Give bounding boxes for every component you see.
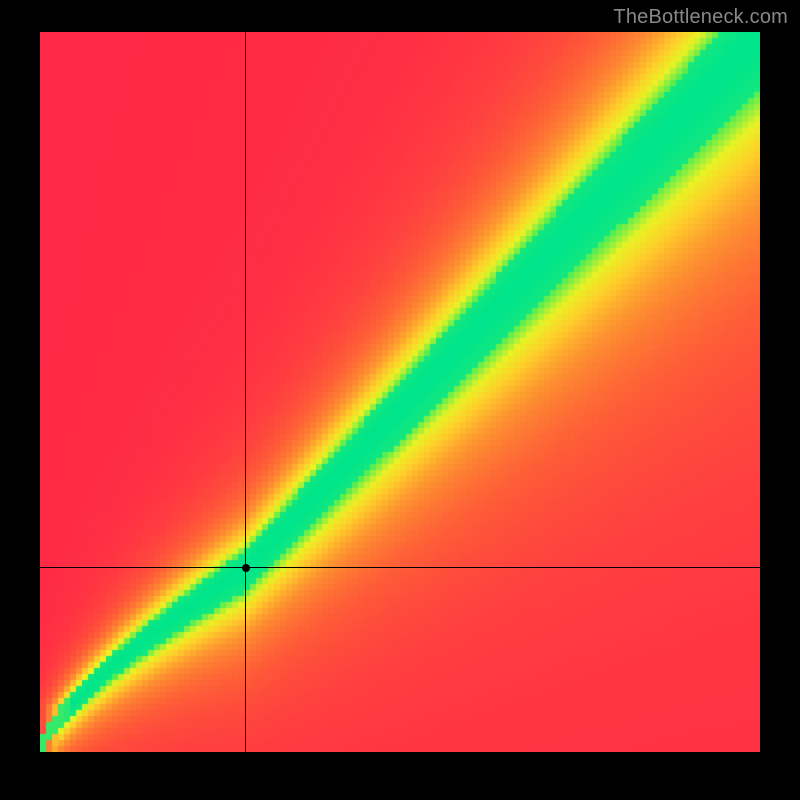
- marker-dot: [242, 564, 250, 572]
- crosshair-vertical: [245, 32, 246, 752]
- watermark-text: TheBottleneck.com: [613, 6, 788, 29]
- heatmap-canvas: [40, 32, 760, 752]
- heatmap-plot: [40, 32, 760, 752]
- crosshair-horizontal: [40, 567, 760, 568]
- chart-container: TheBottleneck.com: [0, 0, 800, 800]
